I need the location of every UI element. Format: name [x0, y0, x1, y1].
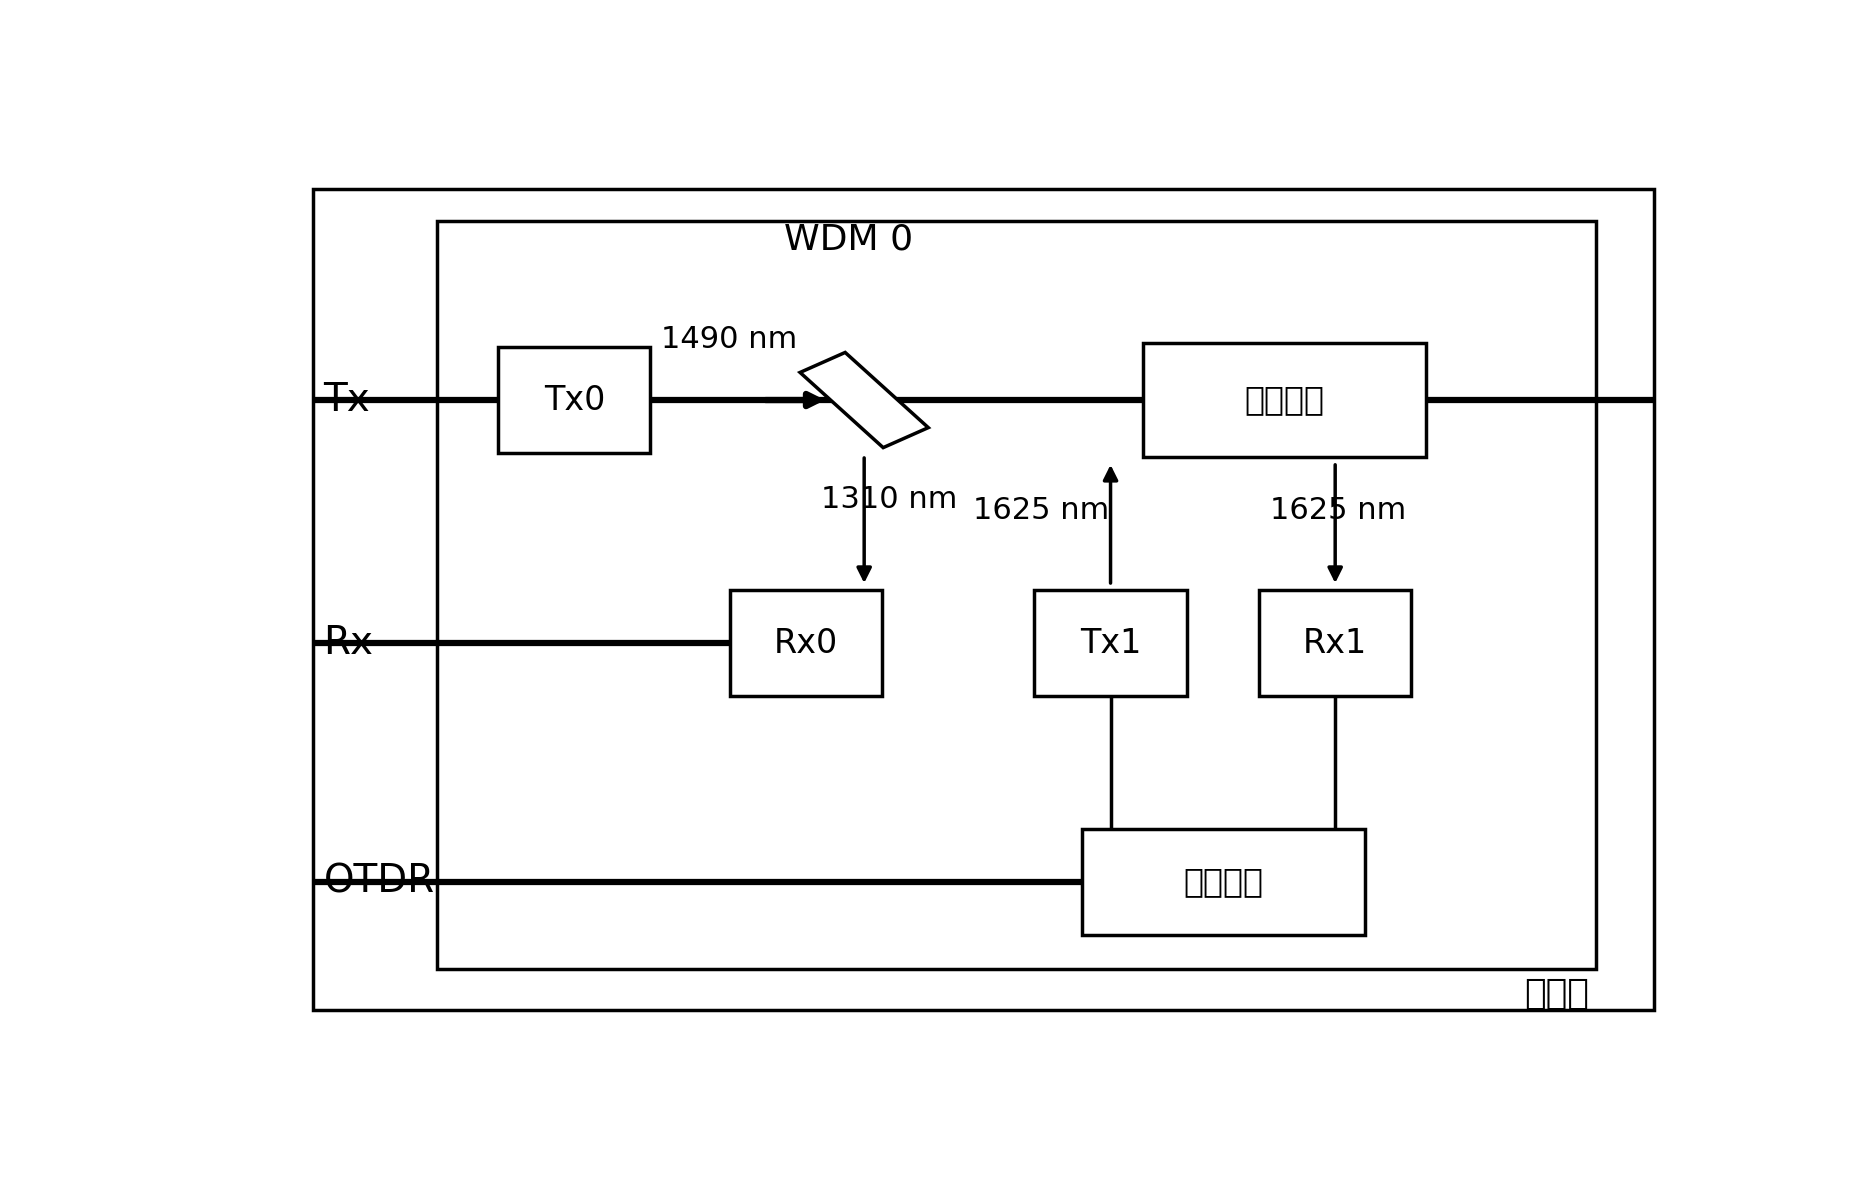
Text: 1625 nm: 1625 nm [1270, 496, 1406, 524]
Text: Rx1: Rx1 [1303, 627, 1367, 659]
Bar [497, 347, 651, 453]
Text: Tx0: Tx0 [544, 384, 606, 416]
Text: OTDR: OTDR [324, 863, 434, 901]
Bar [1143, 342, 1425, 458]
Text: 导光单元: 导光单元 [1244, 384, 1324, 416]
Text: Rx0: Rx0 [774, 627, 838, 659]
Text: WDM 0: WDM 0 [785, 223, 914, 256]
Text: 1310 nm: 1310 nm [821, 485, 957, 514]
Text: Rx: Rx [324, 625, 374, 663]
Text: 光模块: 光模块 [1524, 977, 1590, 1011]
Bar [800, 353, 928, 448]
Bar [729, 590, 883, 696]
Text: 1490 nm: 1490 nm [662, 325, 797, 354]
Bar [1034, 590, 1187, 696]
Text: Tx1: Tx1 [1079, 627, 1141, 659]
Bar [1259, 590, 1412, 696]
Text: Tx: Tx [324, 381, 370, 420]
Text: 1625 nm: 1625 nm [972, 496, 1109, 524]
Text: 控制单元: 控制单元 [1184, 865, 1264, 899]
Bar [436, 221, 1597, 969]
Bar [1083, 830, 1365, 935]
Bar [314, 190, 1655, 1011]
